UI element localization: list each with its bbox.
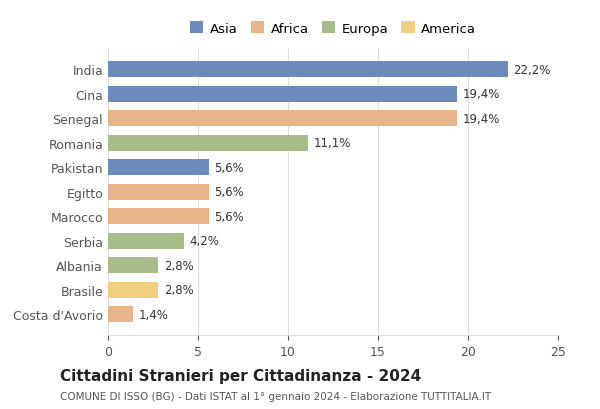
Text: 4,2%: 4,2%: [189, 235, 219, 247]
Bar: [108, 258, 158, 274]
Bar: [108, 135, 308, 151]
Bar: [108, 233, 184, 249]
Text: 2,8%: 2,8%: [164, 283, 194, 297]
Text: 22,2%: 22,2%: [513, 63, 550, 76]
Text: 11,1%: 11,1%: [313, 137, 350, 150]
Text: Cittadini Stranieri per Cittadinanza - 2024: Cittadini Stranieri per Cittadinanza - 2…: [60, 369, 421, 383]
Text: 1,4%: 1,4%: [139, 308, 169, 321]
Text: 19,4%: 19,4%: [463, 112, 500, 126]
Text: COMUNE DI ISSO (BG) - Dati ISTAT al 1° gennaio 2024 - Elaborazione TUTTITALIA.IT: COMUNE DI ISSO (BG) - Dati ISTAT al 1° g…: [60, 391, 491, 401]
Bar: [108, 62, 508, 78]
Legend: Asia, Africa, Europa, America: Asia, Africa, Europa, America: [186, 18, 480, 40]
Bar: [108, 306, 133, 322]
Bar: [108, 87, 457, 102]
Bar: [108, 160, 209, 176]
Bar: [108, 111, 457, 127]
Text: 2,8%: 2,8%: [164, 259, 194, 272]
Bar: [108, 282, 158, 298]
Bar: [108, 209, 209, 225]
Text: 5,6%: 5,6%: [214, 186, 244, 199]
Bar: [108, 184, 209, 200]
Text: 5,6%: 5,6%: [214, 161, 244, 174]
Text: 19,4%: 19,4%: [463, 88, 500, 101]
Text: 5,6%: 5,6%: [214, 210, 244, 223]
